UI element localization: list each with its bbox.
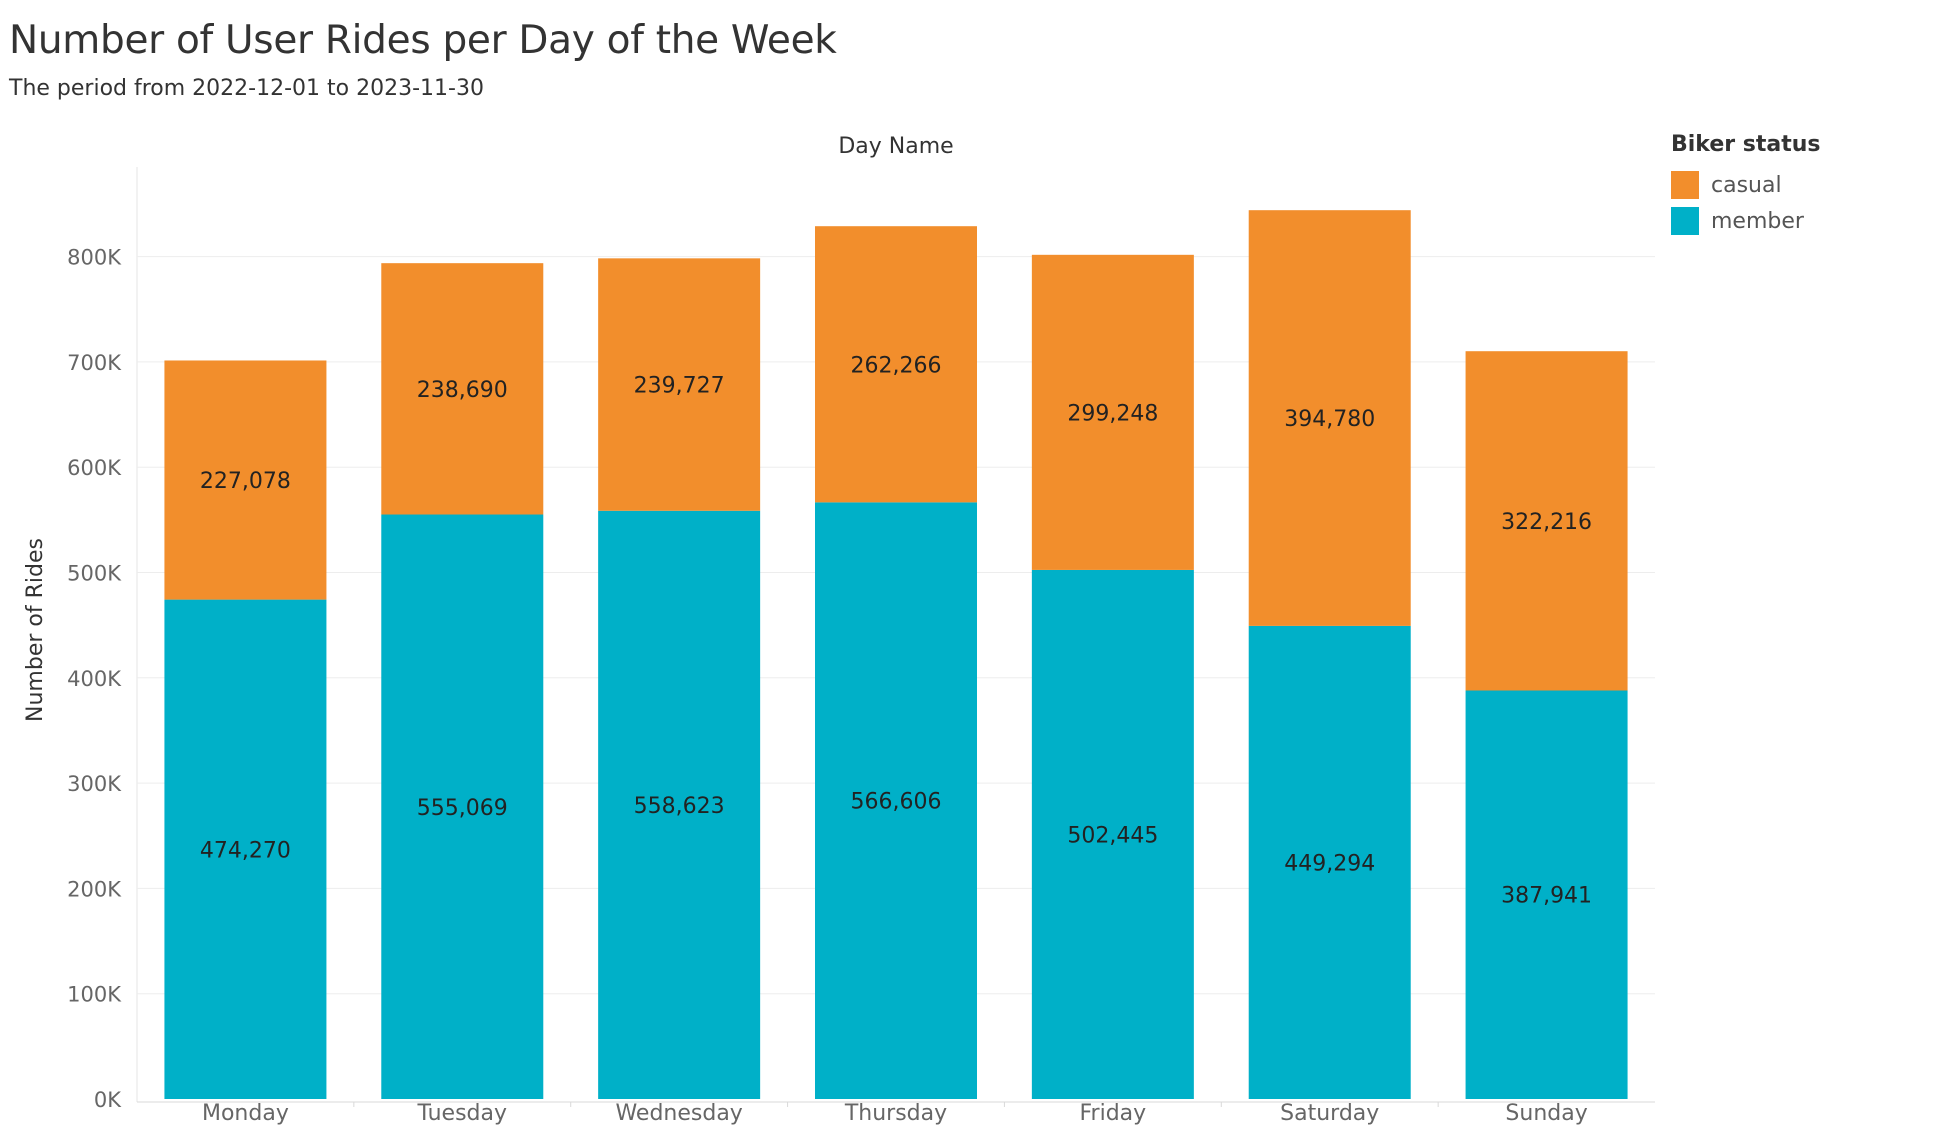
bar-value-label: 322,216 — [1501, 510, 1592, 535]
y-tick-label: 500K — [67, 562, 122, 586]
chart-title: Number of User Rides per Day of the Week — [9, 18, 837, 63]
legend-title: Biker status — [1671, 132, 1821, 157]
bar-value-label: 449,294 — [1284, 851, 1375, 876]
legend-label-casual: casual — [1711, 172, 1782, 198]
legend-item-casual[interactable]: casual — [1671, 167, 1821, 203]
x-tick-label: Monday — [202, 1101, 289, 1126]
bar-labels: 474,270 555,069 558,623 566,606 502,445 449,2… — [200, 353, 1592, 908]
bar-value-label: 502,445 — [1067, 823, 1158, 848]
x-tick-label: Sunday — [1505, 1101, 1587, 1126]
x-tick-label: Saturday — [1280, 1101, 1379, 1126]
x-axis: Monday Tuesday Wednesday Thursday Friday Satu… — [202, 1101, 1588, 1126]
bar-casual-monday[interactable] — [164, 360, 327, 600]
bar-member-monday[interactable] — [164, 599, 327, 1099]
bar-value-label: 238,690 — [417, 378, 508, 403]
bar-casual-tuesday[interactable] — [381, 263, 544, 515]
y-tick-label: 400K — [67, 667, 122, 691]
bar-value-label: 566,606 — [851, 790, 942, 815]
bar-casual-sunday[interactable] — [1465, 351, 1628, 691]
legend-swatch-member — [1671, 207, 1699, 235]
x-tick-label: Thursday — [844, 1101, 947, 1126]
y-axis-label: Number of Rides — [23, 538, 48, 722]
y-tick-label: 200K — [67, 877, 122, 901]
x-tick-label: Friday — [1080, 1101, 1147, 1126]
y-tick-label: 700K — [67, 351, 122, 375]
bar-value-label: 387,941 — [1501, 884, 1592, 909]
bar-member-friday[interactable] — [1031, 569, 1194, 1099]
y-tick-label: 600K — [67, 456, 122, 480]
y-tick-label: 800K — [67, 246, 122, 270]
bar-value-label: 239,727 — [634, 374, 725, 399]
y-tick-label: 100K — [67, 983, 122, 1007]
bar-casual-saturday[interactable] — [1248, 210, 1411, 626]
y-axis: 0K 100K 200K 300K 400K 500K 600K 700K 800K — [67, 246, 122, 1112]
bar-value-label: 394,780 — [1284, 407, 1375, 432]
bar-member-saturday[interactable] — [1248, 625, 1411, 1099]
bar-value-label: 299,248 — [1067, 401, 1158, 426]
legend: Biker status casual member — [1671, 132, 1821, 239]
x-tick-label: Wednesday — [615, 1101, 742, 1126]
y-tick-label: 0K — [94, 1088, 122, 1112]
bar-value-label: 227,078 — [200, 469, 291, 494]
chart-subtitle: The period from 2022-12-01 to 2023-11-30 — [9, 76, 484, 101]
legend-item-member[interactable]: member — [1671, 203, 1821, 239]
bar-value-label: 262,266 — [851, 353, 942, 378]
column-header: Day Name — [838, 134, 953, 159]
bar-member-thursday[interactable] — [815, 502, 977, 1099]
legend-label-member: member — [1711, 208, 1804, 234]
bar-value-label: 555,069 — [417, 796, 508, 821]
bar-member-sunday[interactable] — [1465, 690, 1628, 1099]
y-tick-label: 300K — [67, 772, 122, 796]
bar-value-label: 474,270 — [200, 838, 291, 863]
x-tick-label: Tuesday — [417, 1101, 508, 1126]
bar-member-tuesday[interactable] — [381, 514, 544, 1099]
legend-swatch-casual — [1671, 171, 1699, 199]
bar-casual-wednesday[interactable] — [598, 258, 761, 511]
bars — [164, 210, 1628, 1099]
bar-member-wednesday[interactable] — [598, 510, 761, 1099]
bar-casual-thursday[interactable] — [815, 226, 977, 503]
bar-casual-friday[interactable] — [1031, 254, 1194, 570]
bar-value-label: 558,623 — [634, 794, 725, 819]
